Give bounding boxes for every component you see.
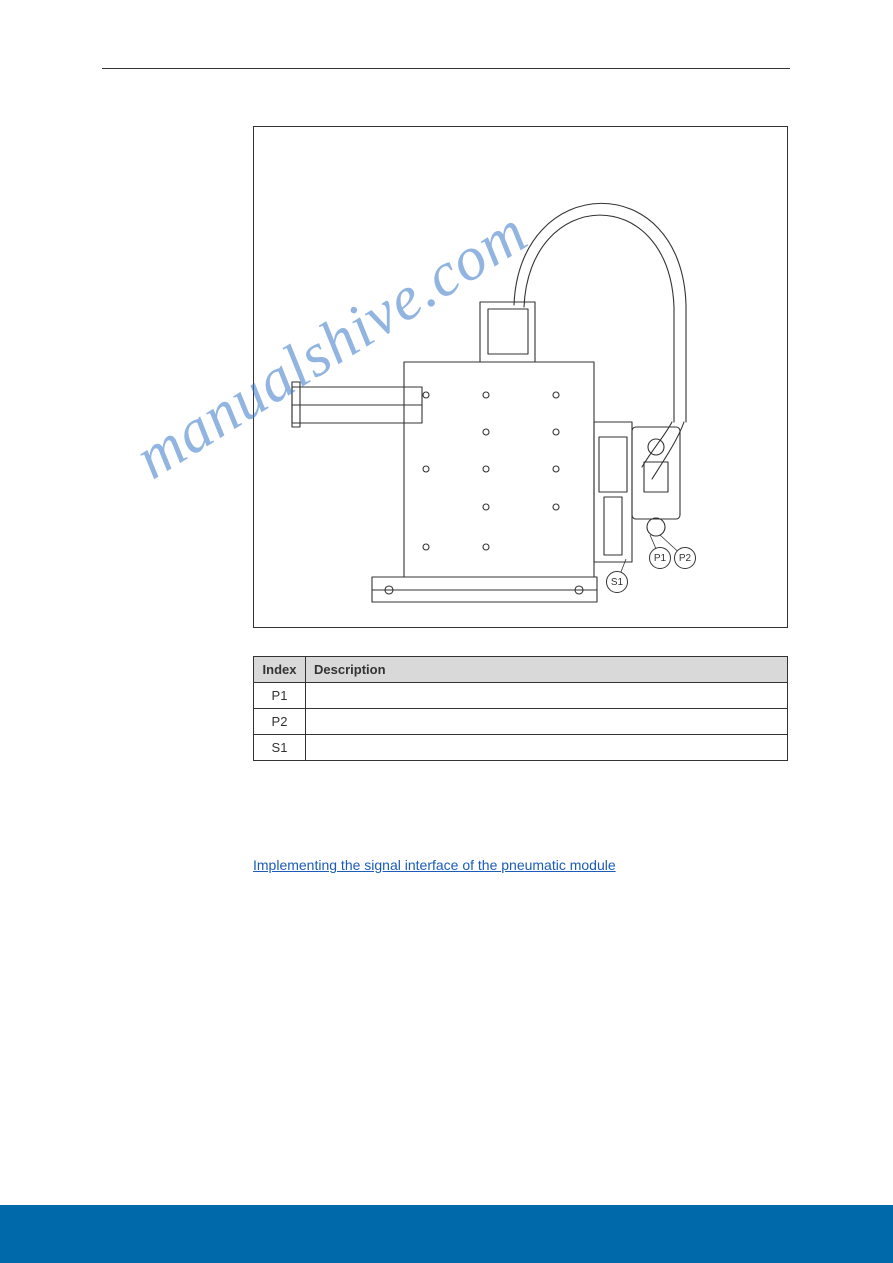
device-figure: S1 P1 P2 <box>253 126 788 628</box>
table-row: S1 <box>254 735 788 761</box>
cell-desc <box>306 735 788 761</box>
footer-bar <box>0 1205 893 1263</box>
callout-p2: P2 <box>674 547 696 569</box>
callout-label: P2 <box>679 553 691 564</box>
cell-index: P1 <box>254 683 306 709</box>
header-rule <box>102 68 790 69</box>
device-lineart <box>254 127 788 628</box>
cross-reference-link[interactable]: Implementing the signal interface of the… <box>253 857 616 873</box>
cell-index: S1 <box>254 735 306 761</box>
callout-label: P1 <box>654 553 666 564</box>
callout-s1: S1 <box>606 571 628 593</box>
th-index: Index <box>254 657 306 683</box>
cell-index: P2 <box>254 709 306 735</box>
callout-label: S1 <box>611 577 623 588</box>
parts-table: Index Description P1 P2 S1 <box>253 656 788 761</box>
th-description: Description <box>306 657 788 683</box>
table-row: P2 <box>254 709 788 735</box>
table-header-row: Index Description <box>254 657 788 683</box>
table-row: P1 <box>254 683 788 709</box>
cell-desc <box>306 683 788 709</box>
instruction-para-2: Implementing the signal interface of the… <box>253 856 788 876</box>
cell-desc <box>306 709 788 735</box>
callout-p1: P1 <box>649 547 671 569</box>
